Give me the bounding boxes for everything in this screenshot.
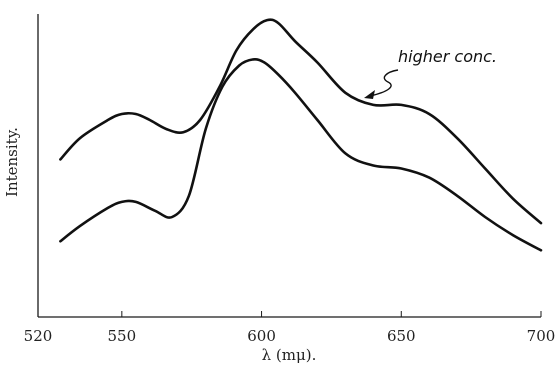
y-axis-label: Intensity. bbox=[3, 127, 21, 197]
x-tick-label-650: 650 bbox=[387, 327, 416, 345]
x-tick-label-520: 520 bbox=[24, 327, 53, 345]
higher-conc-annotation: higher conc. bbox=[364, 47, 497, 99]
annotation-text: higher conc. bbox=[398, 47, 497, 66]
x-tick-labels: 520 550 600 650 700 bbox=[24, 327, 556, 345]
series-line-1 bbox=[59, 18, 543, 225]
x-ticks bbox=[37, 311, 542, 317]
annotation-arrowhead bbox=[364, 90, 375, 99]
x-tick-label-550: 550 bbox=[108, 327, 137, 345]
x-axis-label: λ (mμ). bbox=[262, 346, 317, 364]
series-curves bbox=[59, 18, 543, 252]
series-line-2 bbox=[59, 57, 543, 252]
x-tick-label-700: 700 bbox=[527, 327, 556, 345]
annotation-arrow bbox=[369, 69, 399, 97]
x-tick-label-600: 600 bbox=[247, 327, 276, 345]
